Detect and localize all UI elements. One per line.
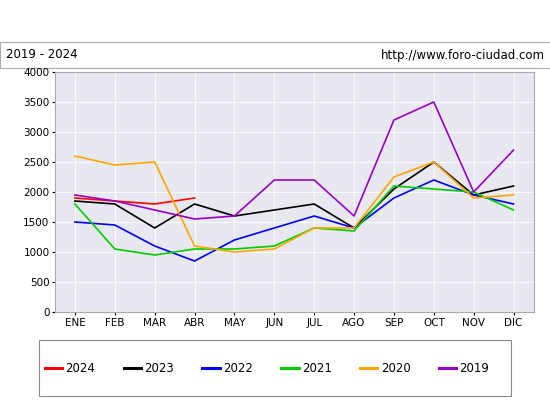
Text: 2020: 2020	[381, 362, 410, 374]
Text: 2024: 2024	[65, 362, 95, 374]
Text: 2023: 2023	[144, 362, 174, 374]
Text: http://www.foro-ciudad.com: http://www.foro-ciudad.com	[381, 48, 544, 62]
Text: 2019: 2019	[459, 362, 490, 374]
Text: 2021: 2021	[302, 362, 332, 374]
Text: 2022: 2022	[223, 362, 253, 374]
Text: Evolucion Nº Turistas Nacionales en el municipio de Castellar del Vallès: Evolucion Nº Turistas Nacionales en el m…	[28, 14, 522, 28]
Text: 2019 - 2024: 2019 - 2024	[6, 48, 77, 62]
